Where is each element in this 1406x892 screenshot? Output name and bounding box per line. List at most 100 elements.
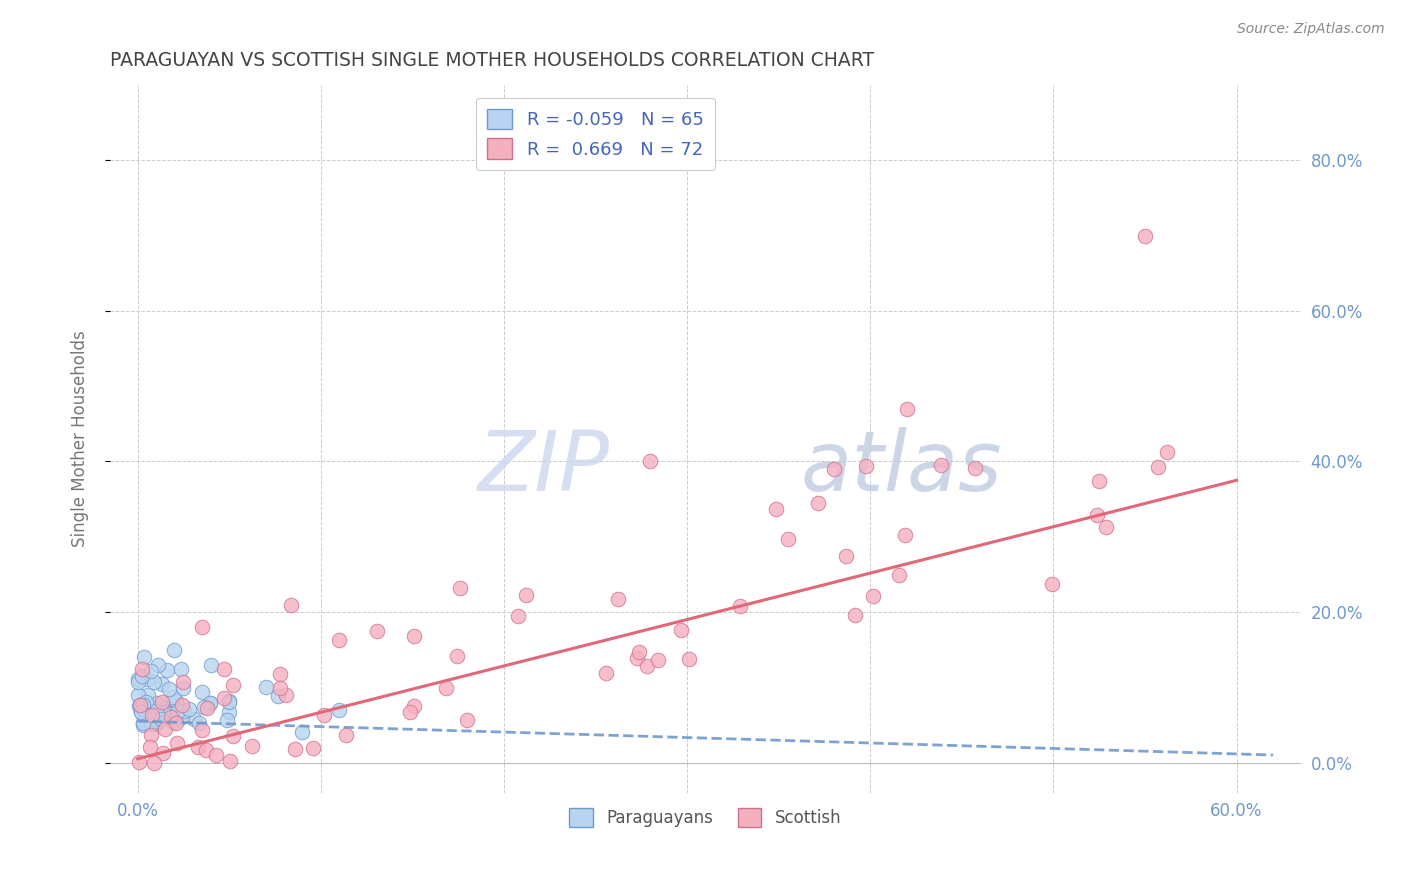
Point <box>132 717 155 731</box>
Point <box>280 598 302 612</box>
Point <box>399 705 422 719</box>
Point <box>165 715 187 730</box>
Point <box>515 588 537 602</box>
Point <box>191 723 214 738</box>
Point <box>139 716 162 731</box>
Point <box>1146 459 1168 474</box>
Point <box>129 698 152 713</box>
Point <box>1040 577 1063 591</box>
Point <box>145 696 167 710</box>
Point <box>159 710 181 724</box>
Point <box>1088 475 1111 489</box>
Point <box>215 713 238 727</box>
Point <box>205 747 228 762</box>
Point <box>157 681 180 696</box>
Point <box>145 704 167 718</box>
Point <box>127 673 149 687</box>
Point <box>152 747 174 761</box>
Point <box>183 713 205 727</box>
Point <box>134 701 156 715</box>
Point <box>366 624 388 638</box>
Point <box>141 707 163 722</box>
Text: PARAGUAYAN VS SCOTTISH SINGLE MOTHER HOUSEHOLDS CORRELATION CHART: PARAGUAYAN VS SCOTTISH SINGLE MOTHER HOU… <box>110 51 875 70</box>
Point <box>328 703 350 717</box>
Point <box>139 665 162 679</box>
Point <box>131 669 153 683</box>
Point <box>195 700 218 714</box>
Point <box>434 681 457 695</box>
Point <box>449 581 471 595</box>
Point <box>965 461 987 475</box>
Point <box>222 730 245 744</box>
Point <box>776 532 799 546</box>
Point <box>166 736 188 750</box>
Point <box>1156 445 1178 459</box>
Point <box>135 694 157 708</box>
Point <box>730 599 752 613</box>
Point <box>219 754 242 768</box>
Point <box>166 704 188 718</box>
Point <box>128 698 150 712</box>
Point <box>240 739 263 754</box>
Point <box>636 659 658 673</box>
Point <box>456 713 478 727</box>
Point <box>191 620 214 634</box>
Point <box>328 632 350 647</box>
Text: atlas: atlas <box>800 426 1002 508</box>
Point <box>218 695 240 709</box>
Point <box>312 707 335 722</box>
Point <box>823 462 845 476</box>
Point <box>131 698 153 712</box>
Point <box>136 672 159 686</box>
Point <box>132 716 155 731</box>
Point <box>152 711 174 725</box>
Point <box>506 609 529 624</box>
Point <box>165 713 187 727</box>
Point <box>187 740 209 755</box>
Point <box>160 706 183 721</box>
Point <box>862 589 884 603</box>
Point <box>162 690 184 705</box>
Point <box>200 657 222 672</box>
Point <box>136 688 159 702</box>
Point <box>128 699 150 714</box>
Point <box>146 714 169 728</box>
Point <box>291 725 314 739</box>
Point <box>127 675 149 690</box>
Point <box>283 742 305 756</box>
Point <box>139 728 162 742</box>
Point <box>595 666 617 681</box>
Point <box>218 694 240 708</box>
Point <box>404 699 426 714</box>
Point <box>139 740 162 755</box>
Point <box>173 704 195 718</box>
Point <box>172 674 194 689</box>
Point <box>678 652 700 666</box>
Point <box>153 722 176 736</box>
Point <box>1133 228 1156 243</box>
Point <box>138 698 160 712</box>
Point <box>172 704 194 718</box>
Point <box>212 690 235 705</box>
Legend: Paraguayans, Scottish: Paraguayans, Scottish <box>562 801 848 834</box>
Point <box>143 713 166 727</box>
Point <box>896 401 918 416</box>
Point <box>156 663 179 677</box>
Point <box>127 688 149 702</box>
Point <box>302 741 325 756</box>
Point <box>156 705 179 719</box>
Point <box>335 728 357 742</box>
Point <box>404 629 426 643</box>
Point <box>143 709 166 723</box>
Point <box>844 608 866 623</box>
Point <box>170 710 193 724</box>
Point <box>191 685 214 699</box>
Point <box>131 662 153 676</box>
Point <box>214 662 236 676</box>
Point <box>626 650 648 665</box>
Point <box>855 459 877 474</box>
Text: Source: ZipAtlas.com: Source: ZipAtlas.com <box>1237 22 1385 37</box>
Point <box>254 680 277 694</box>
Y-axis label: Single Mother Households: Single Mother Households <box>72 331 89 548</box>
Point <box>765 502 787 516</box>
